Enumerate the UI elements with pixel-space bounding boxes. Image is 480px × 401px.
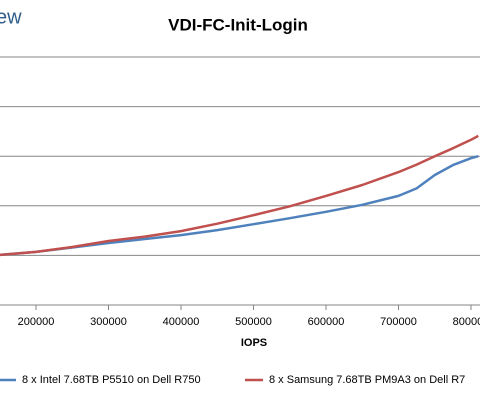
x-tick-label: 200000 [18, 316, 55, 328]
x-tick-label: 700000 [380, 316, 417, 328]
legend-label: 8 x Samsung 7.68TB PM9A3 on Dell R7 [269, 374, 465, 386]
x-axis-label: IOPS [241, 337, 267, 349]
legend-label: 8 x Intel 7.68TB P5510 on Dell R750 [22, 374, 201, 386]
series-line [0, 154, 479, 257]
x-tick-label: 400000 [163, 316, 200, 328]
x-tick-label: 300000 [90, 316, 127, 328]
series-line [0, 134, 479, 257]
x-tick-label: 800000 [453, 316, 480, 328]
x-tick-label: 500000 [235, 316, 272, 328]
brand-logo: ew [0, 6, 22, 28]
chart-title: VDI-FC-Init-Login [168, 15, 308, 34]
x-tick-label: 600000 [308, 316, 345, 328]
